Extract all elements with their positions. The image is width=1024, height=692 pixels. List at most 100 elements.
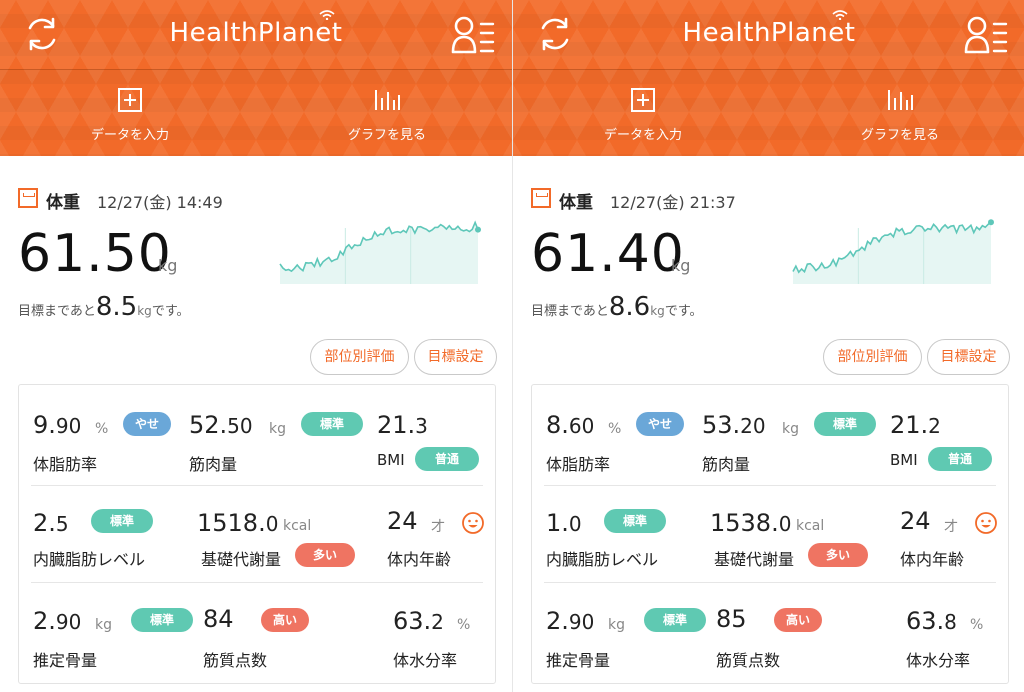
muscle-int: 53.	[702, 411, 741, 439]
weight-trend-sparkline[interactable]	[276, 208, 488, 284]
muscle-label: 筋肉量	[189, 455, 238, 474]
view-graph-label: グラフを見る	[347, 128, 426, 143]
water-value: 63.2	[393, 607, 444, 635]
user-menu-icon[interactable]	[963, 14, 1009, 56]
body-fat-dec: 90	[55, 414, 82, 438]
app-logo-text: HealthPlanet	[682, 18, 856, 48]
body-fat-value: 8.60	[546, 411, 594, 439]
bmr-badge: 多い	[295, 543, 355, 567]
view-graph-label: グラフを見る	[860, 128, 939, 143]
muscle-value: 53.20	[702, 411, 766, 439]
view-graph-button[interactable]: グラフを見る	[815, 86, 985, 148]
visceral-int: 2.	[33, 509, 56, 537]
body-fat-unit: %	[608, 421, 622, 437]
visceral-value: 2.5	[33, 509, 69, 537]
visceral-badge: 標準	[91, 509, 153, 533]
bmr-dec: 0	[265, 512, 279, 536]
water-unit: %	[970, 617, 984, 633]
bone-dec: 90	[568, 610, 595, 634]
body-fat-value: 9.90	[33, 411, 81, 439]
view-graph-button[interactable]: グラフを見る	[302, 86, 472, 148]
add-data-icon	[118, 88, 142, 112]
smiley-face-icon	[975, 512, 997, 534]
visceral-value: 1.0	[546, 509, 582, 537]
bmi-int: 21.	[377, 411, 416, 439]
visceral-int: 1.	[546, 509, 569, 537]
row-divider	[31, 582, 483, 583]
muscle-value: 52.50	[189, 411, 253, 439]
sparkline-area	[793, 222, 991, 284]
bmi-label: BMI	[377, 451, 405, 469]
muscle-unit: kg	[269, 421, 286, 437]
input-data-label: データを入力	[603, 128, 682, 143]
goal-prefix: 目標まであと	[18, 304, 96, 319]
bmr-unit: kcal	[283, 518, 312, 534]
water-label: 体水分率	[393, 651, 458, 670]
goal-value: 8.6	[608, 292, 651, 322]
body-age-label: 体内年齢	[900, 550, 965, 569]
weight-unit: kg	[671, 256, 691, 275]
weight-trend-sparkline[interactable]	[789, 208, 1001, 284]
body-age-value: 24	[387, 507, 418, 535]
bmr-int: 1538.	[710, 509, 779, 537]
metrics-card: 9.90 % やせ 体脂肪率 52.50 kg 標準 筋肉量 21.3 BMI …	[18, 384, 496, 684]
user-menu-icon[interactable]	[450, 14, 496, 56]
body-fat-unit: %	[95, 421, 109, 437]
app-header: HealthPlanet データを入力	[0, 0, 512, 156]
goal-prefix: 目標まであと	[531, 304, 609, 319]
refresh-icon[interactable]	[22, 14, 62, 54]
visceral-dec: 5	[55, 512, 69, 536]
body-age-unit: 才	[944, 519, 958, 535]
input-data-button[interactable]: データを入力	[45, 86, 215, 148]
body-age-label: 体内年齢	[387, 550, 452, 569]
input-data-button[interactable]: データを入力	[558, 86, 728, 148]
weight-title: 体重	[46, 193, 80, 213]
refresh-icon[interactable]	[535, 14, 575, 54]
weight-value: 61.50	[18, 224, 172, 284]
goal-setting-button[interactable]: 目標設定	[927, 339, 1010, 375]
muscle-dec: 20	[740, 414, 766, 438]
row-divider	[544, 485, 996, 486]
bone-value: 2.90	[546, 607, 594, 635]
water-dec: 2	[431, 610, 444, 634]
bmr-badge: 多い	[808, 543, 868, 567]
muscle-badge: 標準	[301, 412, 363, 436]
muscle-score-label: 筋質点数	[203, 651, 268, 670]
bone-label: 推定骨量	[33, 651, 98, 670]
bone-int: 2.	[546, 607, 569, 635]
water-int: 63.	[393, 607, 432, 635]
scale-icon	[531, 188, 551, 208]
sparkline-latest-point	[475, 226, 481, 233]
bone-dec: 90	[55, 610, 82, 634]
parts-evaluation-button[interactable]: 部位別評価	[823, 339, 922, 375]
body-age-unit: 才	[431, 519, 445, 535]
muscle-int: 52.	[189, 411, 228, 439]
metrics-card: 8.60 % やせ 体脂肪率 53.20 kg 標準 筋肉量 21.2 BMI …	[531, 384, 1009, 684]
weight-title: 体重	[559, 193, 593, 213]
app-header: HealthPlanet データを入力	[513, 0, 1024, 156]
wifi-icon	[319, 10, 335, 20]
bmr-value: 1518.0	[197, 509, 278, 537]
header-divider	[513, 69, 1024, 70]
water-int: 63.	[906, 607, 945, 635]
muscle-score-badge: 高い	[774, 608, 822, 632]
bmi-dec: 2	[928, 414, 941, 438]
bone-unit: kg	[608, 617, 625, 633]
header-divider	[0, 69, 512, 70]
muscle-score-badge: 高い	[261, 608, 309, 632]
body-fat-badge: やせ	[123, 412, 171, 436]
goal-setting-button[interactable]: 目標設定	[414, 339, 497, 375]
wifi-icon	[832, 10, 848, 20]
bmi-dec: 3	[415, 414, 428, 438]
bmi-badge: 普通	[928, 447, 992, 471]
goal-suffix: です。	[151, 304, 190, 319]
muscle-badge: 標準	[814, 412, 876, 436]
bmi-int: 21.	[890, 411, 929, 439]
parts-evaluation-button[interactable]: 部位別評価	[310, 339, 409, 375]
muscle-dec: 50	[227, 414, 253, 438]
bmr-dec: 0	[778, 512, 792, 536]
bmr-int: 1518.	[197, 509, 266, 537]
weight-value: 61.40	[531, 224, 685, 284]
goal-value: 8.5	[95, 292, 138, 322]
scale-icon	[18, 188, 38, 208]
